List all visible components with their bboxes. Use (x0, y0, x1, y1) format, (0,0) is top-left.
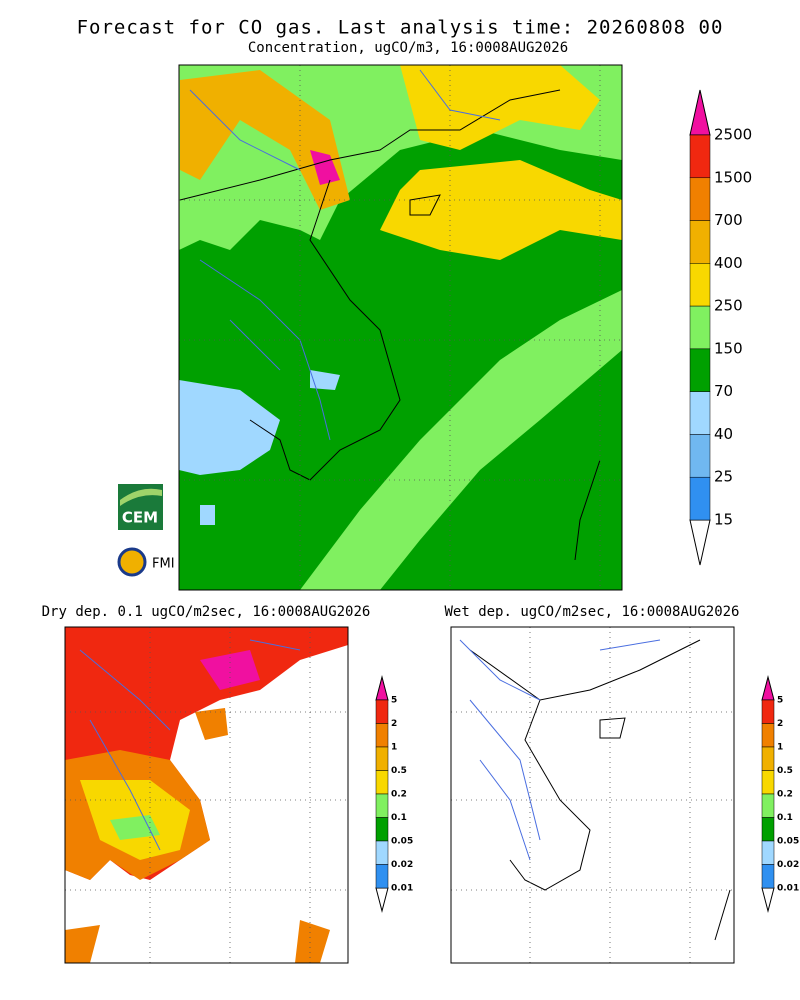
colorbar-top (375, 675, 389, 701)
colorbar-label: 0.2 (777, 790, 793, 800)
colorbar-label: 0.01 (391, 884, 413, 894)
colorbar-segment (761, 770, 775, 795)
fmi-logo: FMI (117, 547, 175, 577)
colorbar-segment (761, 817, 775, 842)
colorbar-bottom (375, 887, 389, 913)
colorbar-label: 150 (714, 339, 743, 357)
colorbar-label: 5 (391, 696, 397, 706)
colorbar-label: 0.1 (391, 813, 407, 823)
colorbar-label: 0.1 (777, 813, 793, 823)
legends: 25001500700400250150704025155210.50.20.1… (375, 89, 799, 913)
colorbar-segment (689, 220, 711, 264)
colorbar-label: 0.05 (777, 837, 799, 847)
colorbar-top (761, 675, 775, 701)
colorbar-segment (689, 177, 711, 221)
colorbar-label: 2500 (714, 126, 752, 144)
colorbar-label: 5 (777, 696, 783, 706)
colorbar-segment (375, 699, 389, 724)
colorbar-segment (375, 793, 389, 818)
colorbar-label: 0.5 (391, 766, 407, 776)
colorbar-top (689, 89, 711, 136)
colorbar-segment (761, 746, 775, 771)
colorbar-label: 0.2 (391, 790, 407, 800)
colorbar-segment (689, 263, 711, 307)
colorbar-segment (761, 840, 775, 865)
colorbar-label: 1500 (714, 168, 752, 186)
colorbar-segment (375, 746, 389, 771)
colorbar-label: 0.01 (777, 884, 799, 894)
colorbar-segment (375, 864, 389, 889)
logo-text: CEM (122, 509, 158, 527)
colorbar-label: 0.02 (391, 860, 413, 870)
colorbar-segment (689, 476, 711, 521)
panel-subtitle: Concentration, ugCO/m3, 16:0008AUG2026 (248, 40, 568, 56)
colorbar-bottom (689, 519, 711, 566)
colorbar-segment (375, 817, 389, 842)
colorbar-segment (689, 348, 711, 392)
colorbar-segment (375, 770, 389, 795)
colorbar-label: 700 (714, 211, 743, 229)
wet-deposition-map (450, 626, 735, 964)
panel-subtitle: Wet dep. ugCO/m2sec, 16:0008AUG2026 (444, 604, 739, 620)
colorbar-label: 1 (777, 743, 783, 753)
colorbar-segment (689, 391, 711, 435)
colorbar-label: 25 (714, 468, 733, 486)
colorbar-label: 2 (391, 719, 397, 729)
cem-logo: CEM (118, 484, 163, 530)
colorbar-label: 2 (777, 719, 783, 729)
colorbar-segment (375, 723, 389, 748)
panel-subtitle: Dry dep. 0.1 ugCO/m2sec, 16:0008AUG2026 (42, 604, 371, 620)
colorbar-segment (689, 434, 711, 478)
colorbar-segment (761, 699, 775, 724)
colorbar-label: 70 (714, 382, 733, 400)
logo-text: FMI (152, 557, 175, 572)
colorbar-label: 400 (714, 254, 743, 272)
colorbar-label: 1 (391, 743, 397, 753)
colorbar-segment (761, 864, 775, 889)
colorbar-segment (761, 793, 775, 818)
colorbar-label: 0.5 (777, 766, 793, 776)
colorbar-label: 15 (714, 511, 733, 529)
page-title: Forecast for CO gas. Last analysis time:… (77, 17, 724, 39)
colorbar-bottom (761, 887, 775, 913)
colorbar-label: 250 (714, 297, 743, 315)
dry-deposition-map (64, 626, 349, 964)
colorbar-segment (761, 723, 775, 748)
colorbar-segment (375, 840, 389, 865)
colorbar-segment (689, 305, 711, 350)
colorbar-label: 0.02 (777, 860, 799, 870)
colorbar-label: 0.05 (391, 837, 413, 847)
concentration-map (178, 64, 623, 591)
colorbar-label: 40 (714, 425, 733, 443)
colorbar-segment (689, 134, 711, 179)
